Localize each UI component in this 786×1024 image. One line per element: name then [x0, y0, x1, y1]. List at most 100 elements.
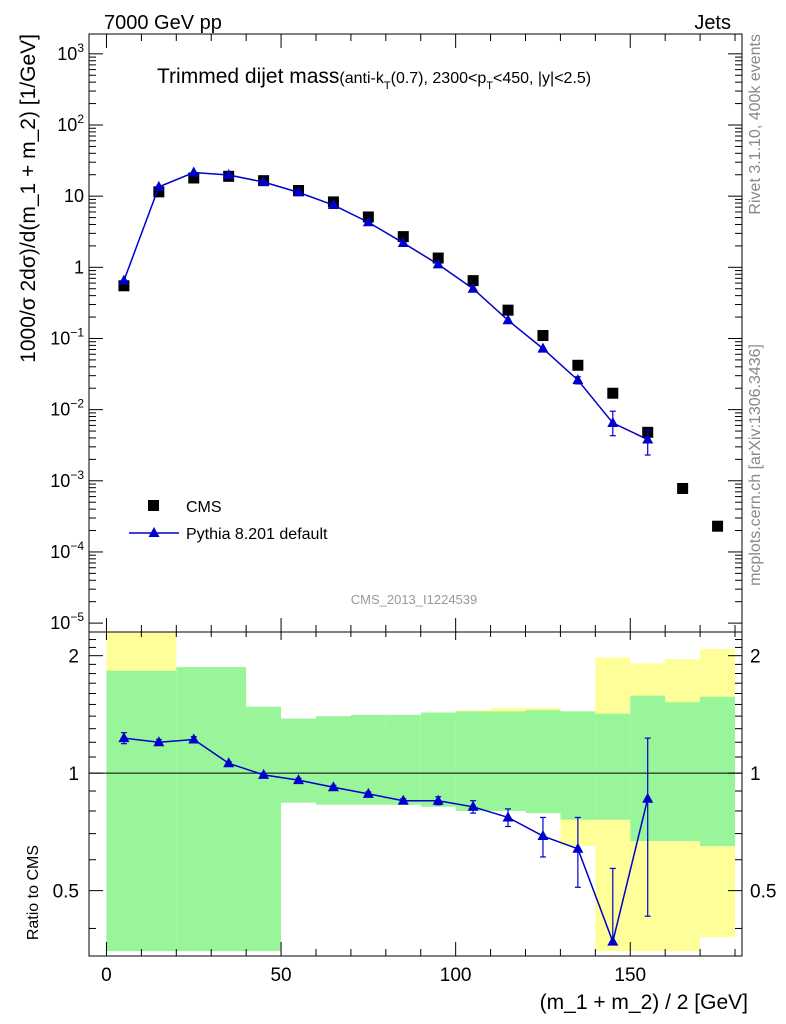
- y-tick-label: 10: [64, 186, 84, 206]
- ratio-pythia-point: [118, 732, 130, 743]
- y-tick-label: 103: [57, 41, 84, 64]
- ratio-band-inner: [700, 696, 736, 847]
- cms-data-point: [188, 172, 200, 184]
- cms-data-point: [397, 231, 409, 243]
- pythia-data-point: [432, 258, 444, 269]
- pythia-data-point: [223, 169, 235, 180]
- pythia-data-point: [572, 374, 584, 385]
- pythia-data-point: [397, 236, 409, 247]
- ratio-pythia-point: [188, 733, 200, 744]
- pythia-data-point: [362, 216, 374, 227]
- pythia-data-point: [188, 166, 200, 177]
- y-tick-label: 102: [57, 112, 84, 135]
- ratio-band-inner: [106, 670, 177, 952]
- title-sub: (anti-k: [339, 70, 384, 87]
- ratio-ticks: 0.5 0.5 1 1 2 2 0 50 100 150: [53, 631, 776, 986]
- legend-data-label: CMS: [186, 499, 222, 516]
- ratio-pythia-point: [397, 794, 409, 805]
- title-main: Trimmed dijet mass: [157, 65, 339, 88]
- ratio-band-inner: [246, 706, 282, 952]
- header-category-label: Jets: [694, 12, 731, 34]
- main-mc-series: [118, 166, 654, 456]
- ratio-pythia-point: [432, 794, 444, 805]
- ratio-pythia-point: [607, 935, 619, 946]
- ratio-pythia-point: [502, 811, 514, 822]
- ratio-pythia-point: [467, 800, 479, 811]
- ratio-pythia-point: [642, 792, 654, 803]
- ratio-bands: [106, 632, 736, 952]
- ratio-band-inner: [595, 713, 631, 820]
- ratio-y-tick-label-right: 1: [750, 764, 761, 785]
- ratio-y-tick-label-right: 2: [750, 647, 761, 668]
- rivet-label: Rivet 3.1.10, 400k events: [747, 34, 764, 215]
- ratio-frame: [88, 631, 743, 957]
- y-tick-label: 1: [74, 257, 84, 277]
- ratio-band-inner: [281, 718, 316, 803]
- ratio-band-inner: [455, 711, 491, 811]
- pythia-data-point: [118, 274, 130, 285]
- cms-data-point: [537, 330, 549, 342]
- ratio-band-inner: [665, 702, 701, 842]
- pythia-data-point: [467, 282, 479, 293]
- ratio-band-inner: [525, 710, 561, 814]
- y-tick-label: 10−4: [50, 539, 84, 562]
- y-tick-label: 10−5: [50, 610, 84, 633]
- ratio-panel: 0.5 0.5 1 1 2 2 0 50 100 150: [53, 631, 776, 986]
- x-tick-label: 150: [614, 965, 646, 986]
- cms-data-point: [118, 280, 130, 292]
- ratio-band-inner: [420, 712, 456, 807]
- ratio-pythia-point: [223, 757, 235, 768]
- legend-mc-label: Pythia 8.201 default: [186, 526, 328, 543]
- ratio-y-tick-label-left: 1: [68, 764, 79, 785]
- main-panel: 10−5 10−4 10−3 10−2 10−1 1 10 102 103: [50, 33, 743, 633]
- ratio-mc-series: [118, 732, 654, 946]
- legend: CMS Pythia 8.201 default: [129, 499, 328, 543]
- cms-data-point: [467, 275, 479, 287]
- mcplots-label: mcplots.cern.ch [arXiv:1306.3436]: [747, 344, 764, 586]
- ratio-band-inner: [315, 716, 351, 805]
- ratio-y-tick-label-left: 0.5: [53, 882, 79, 903]
- ratio-pythia-line: [123, 737, 649, 945]
- cms-data-point: [572, 359, 584, 371]
- analysis-id-label: CMS_2013_I1224539: [351, 592, 478, 607]
- y-axis-title-ratio: Ratio to CMS: [25, 845, 42, 940]
- ratio-pythia-point: [537, 830, 549, 841]
- ratio-band-inner: [176, 667, 247, 952]
- pythia-data-point: [258, 176, 270, 187]
- ratio-pythia-point: [293, 774, 305, 785]
- pythia-data-point: [537, 342, 549, 353]
- ratio-y-tick-label-left: 2: [68, 647, 79, 668]
- x-tick-label: 50: [270, 965, 291, 986]
- ratio-pythia-point: [327, 781, 339, 792]
- title-sub-t2: T: [486, 80, 493, 92]
- ratio-band-inner: [560, 711, 596, 820]
- y-tick-label: 10−2: [50, 397, 84, 420]
- x-tick-label: 0: [101, 965, 112, 986]
- pythia-data-point: [293, 186, 305, 197]
- ratio-y-tick-label-right: 0.5: [750, 882, 776, 903]
- cms-data-point: [153, 186, 165, 198]
- title-sub3: <450, |y|<2.5): [493, 70, 591, 87]
- header-energy-label: 7000 GeV pp: [104, 12, 222, 34]
- pythia-data-point: [327, 199, 339, 210]
- ratio-pythia-point: [572, 842, 584, 853]
- x-axis-title: (m_1 + m_2) / 2 [GeV]: [540, 991, 748, 1014]
- ratio-band-inner: [385, 714, 421, 805]
- ratio-pythia-point: [362, 787, 374, 798]
- ratio-band-inner: [490, 711, 526, 811]
- pythia-data-point: [642, 433, 654, 444]
- main-data-markers: [118, 170, 724, 532]
- legend-mc-marker: [148, 527, 160, 537]
- y-axis-title-main: 1000/σ 2dσ)/d(m_1 + m_2) [1/GeV]: [17, 34, 40, 363]
- cms-data-point: [677, 482, 689, 494]
- title-sub2: (0.7), 2300<p: [391, 70, 487, 87]
- pythia-line: [123, 171, 649, 441]
- ratio-pythia-point: [258, 768, 270, 779]
- ratio-pythia-point: [153, 736, 165, 747]
- title-sub-t: T: [384, 80, 391, 92]
- x-tick-label: 100: [440, 965, 472, 986]
- pythia-data-point: [607, 416, 619, 427]
- y-tick-label: 10−1: [50, 325, 84, 348]
- cms-data-point: [502, 304, 514, 316]
